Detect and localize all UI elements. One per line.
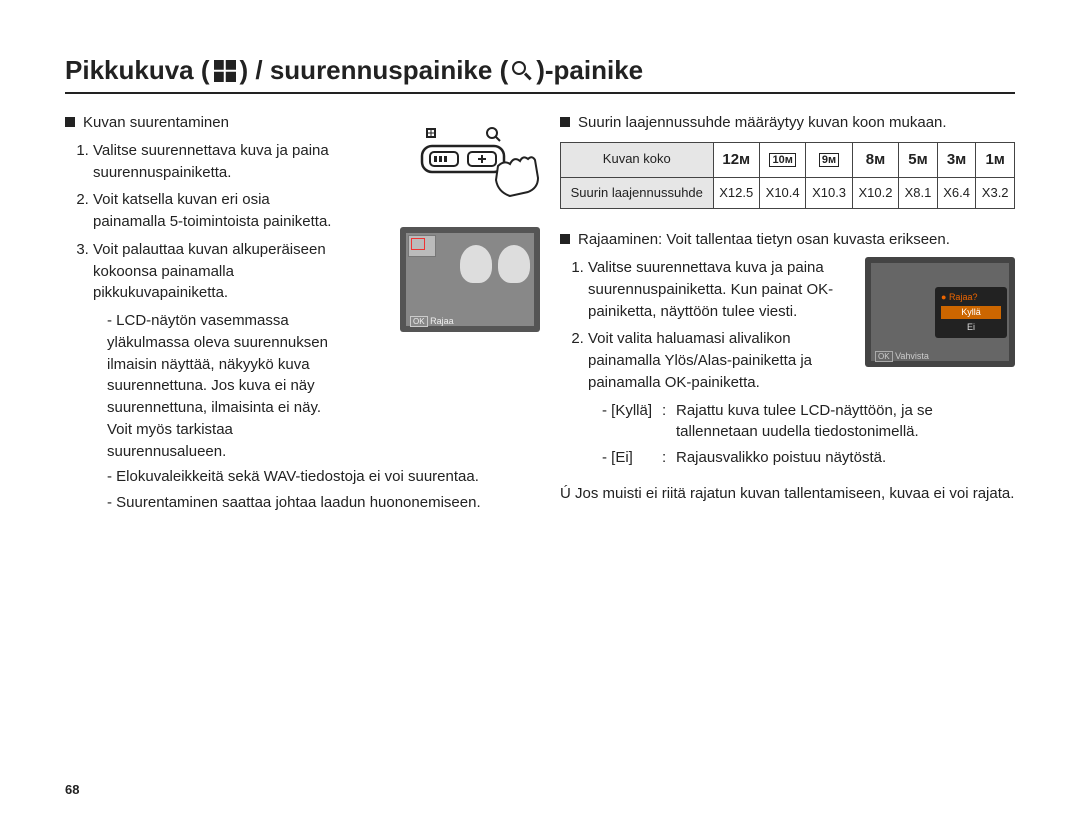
enlarge-step-2: Voit katsella kuvan eri osia painamalla … xyxy=(93,189,345,233)
enlarge-steps: Valitse suurennettava kuva ja paina suur… xyxy=(65,140,345,304)
thumbnail-grid-icon xyxy=(214,60,236,82)
title-part2: ) / suurennuspainike ( xyxy=(240,55,509,86)
enlarge-step-1: Valitse suurennettava kuva ja paina suur… xyxy=(93,140,345,184)
ratio-cell: X10.2 xyxy=(852,177,898,209)
left-column: Kuvan suurentaminen Valitse suurennettav… xyxy=(65,112,520,518)
table-header-ratio: Suurin laajennussuhde xyxy=(561,177,714,209)
page-title: Pikkukuva ( ) / suurennuspainike ( )-pai… xyxy=(65,55,1015,94)
option-no: - [Ei] : Rajausvalikko poistuu näytöstä. xyxy=(560,447,1015,469)
ratio-intro: Suurin laajennussuhde määräytyy kuvan ko… xyxy=(578,112,947,134)
enlarge-note-1: - LCD-näytön vasemmassa yläkulmassa olev… xyxy=(65,310,345,462)
bullet-square-icon xyxy=(65,117,75,127)
size-cell: 3ᴍ xyxy=(937,142,976,177)
crop-intro: Rajaaminen: Voit tallentaa tietyn osan k… xyxy=(578,229,950,251)
enlarge-note-3: - Suurentaminen saattaa johtaa laadun hu… xyxy=(65,492,520,514)
ratio-cell: X8.1 xyxy=(899,177,938,209)
zoom-buttons-illustration xyxy=(420,124,540,204)
ratio-cell: X6.4 xyxy=(937,177,976,209)
enlarge-step-3: Voit palauttaa kuvan alkuperäiseen kokoo… xyxy=(93,239,345,304)
size-cell: 1ᴍ xyxy=(976,142,1015,177)
crop-step-1: Valitse suurennettava kuva ja paina suur… xyxy=(588,257,855,322)
enlarge-note-2: - Elokuvaleikkeitä sekä WAV-tiedostoja e… xyxy=(65,466,520,488)
size-cell: 9ᴍ xyxy=(806,142,852,177)
ratio-cell: X3.2 xyxy=(976,177,1015,209)
right-column: Suurin laajennussuhde määräytyy kuvan ko… xyxy=(560,112,1015,518)
title-part1: Pikkukuva ( xyxy=(65,55,210,86)
table-header-size: Kuvan koko xyxy=(561,142,714,177)
size-cell: 12ᴍ xyxy=(713,142,759,177)
crop-step-2: Voit valita haluamasi alivalikon painama… xyxy=(588,328,855,393)
title-part3: )-painike xyxy=(536,55,643,86)
bullet-square-icon xyxy=(560,117,570,127)
ratio-cell: X10.4 xyxy=(759,177,805,209)
bullet-square-icon xyxy=(560,234,570,244)
ratio-cell: X10.3 xyxy=(806,177,852,209)
left-heading: Kuvan suurentaminen xyxy=(83,112,229,134)
memory-note: Ú Jos muisti ei riitä rajatun kuvan tall… xyxy=(560,483,1015,505)
table-row: Kuvan koko 12ᴍ 10ᴍ 9ᴍ 8ᴍ 5ᴍ 3ᴍ 1ᴍ xyxy=(561,142,1015,177)
lcd-preview-illustration: OK Rajaa xyxy=(400,227,540,332)
option-yes: - [Kyllä] : Rajattu kuva tulee LCD-näytt… xyxy=(560,400,1015,444)
crop-steps: Valitse suurennettava kuva ja paina suur… xyxy=(560,257,855,394)
page-number: 68 xyxy=(65,782,79,797)
zoom-ratio-table: Kuvan koko 12ᴍ 10ᴍ 9ᴍ 8ᴍ 5ᴍ 3ᴍ 1ᴍ Suurin… xyxy=(560,142,1015,210)
size-cell: 5ᴍ xyxy=(899,142,938,177)
table-row: Suurin laajennussuhde X12.5 X10.4 X10.3 … xyxy=(561,177,1015,209)
size-cell: 10ᴍ xyxy=(759,142,805,177)
magnifier-icon xyxy=(512,61,532,81)
size-cell: 8ᴍ xyxy=(852,142,898,177)
ratio-cell: X12.5 xyxy=(713,177,759,209)
crop-dialog-illustration: ● Rajaa? Kyllä Ei OK Vahvista xyxy=(865,257,1015,367)
